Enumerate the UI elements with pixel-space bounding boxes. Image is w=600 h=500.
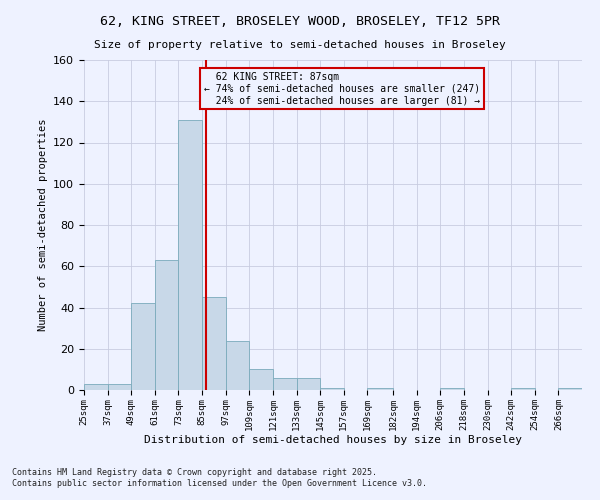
Text: Size of property relative to semi-detached houses in Broseley: Size of property relative to semi-detach… [94, 40, 506, 50]
X-axis label: Distribution of semi-detached houses by size in Broseley: Distribution of semi-detached houses by … [144, 436, 522, 446]
Bar [559, 388, 582, 390]
Bar [155, 260, 178, 390]
Text: Contains HM Land Registry data © Crown copyright and database right 2025.
Contai: Contains HM Land Registry data © Crown c… [12, 468, 427, 487]
Bar [202, 297, 226, 390]
Bar [84, 384, 107, 390]
Bar [226, 340, 250, 390]
Text: 62 KING STREET: 87sqm
← 74% of semi-detached houses are smaller (247)
  24% of s: 62 KING STREET: 87sqm ← 74% of semi-deta… [204, 72, 480, 106]
Y-axis label: Number of semi-detached properties: Number of semi-detached properties [38, 118, 47, 331]
Bar [273, 378, 296, 390]
Bar [367, 388, 393, 390]
Bar [250, 370, 273, 390]
Text: 62, KING STREET, BROSELEY WOOD, BROSELEY, TF12 5PR: 62, KING STREET, BROSELEY WOOD, BROSELEY… [100, 15, 500, 28]
Bar [320, 388, 344, 390]
Bar [131, 304, 155, 390]
Bar [296, 378, 320, 390]
Bar [107, 384, 131, 390]
Bar [178, 120, 202, 390]
Bar [440, 388, 464, 390]
Bar [511, 388, 535, 390]
